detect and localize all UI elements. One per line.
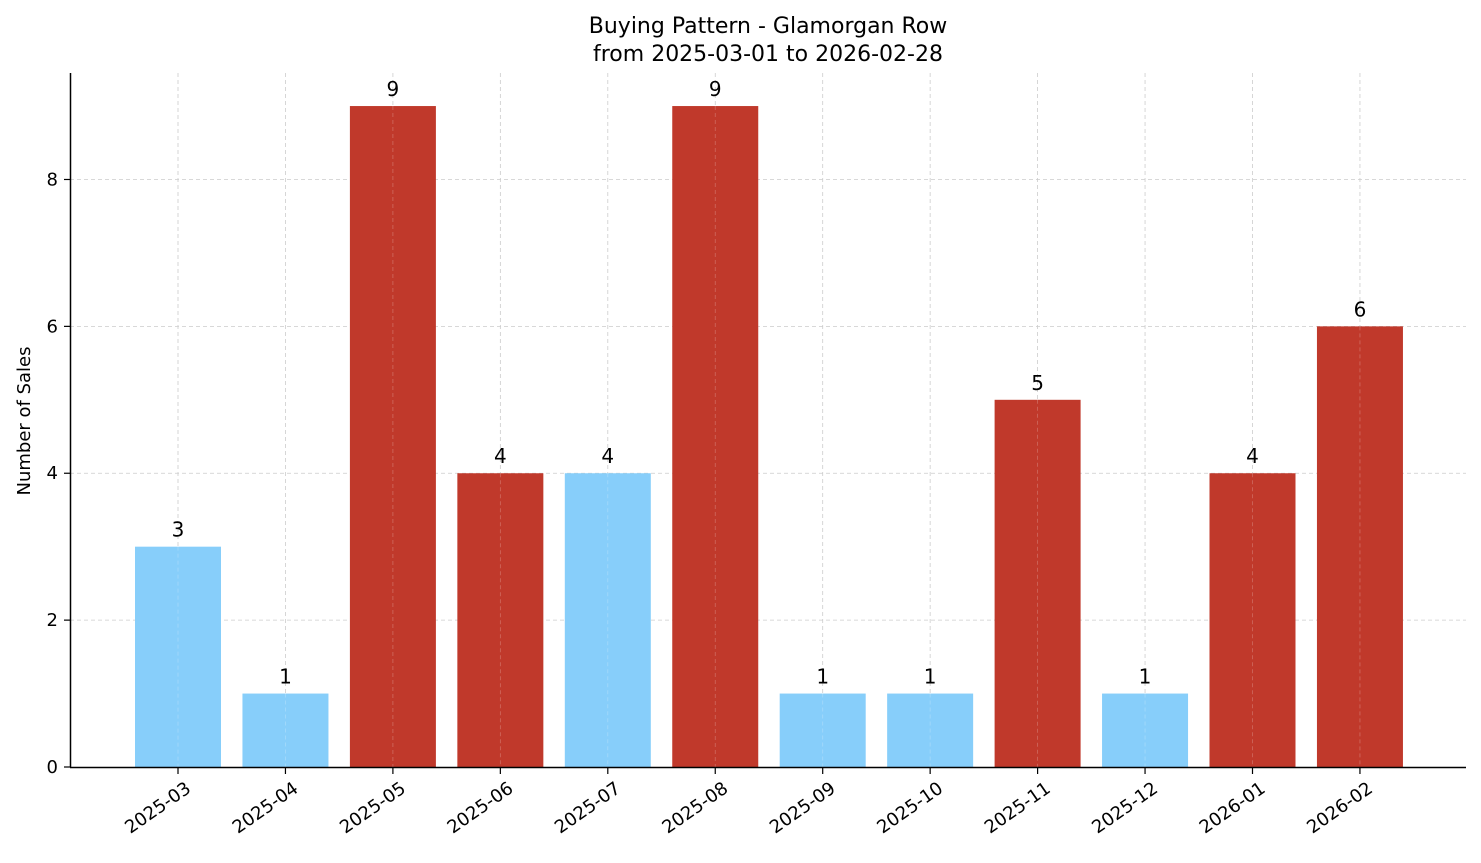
x-axis-ticks: 2025-03 2025-04 2025-05 2025-06 2025-07 2025-… (121, 767, 1377, 838)
bar-2025-06 (457, 473, 544, 767)
bar-2026-01 (1209, 473, 1296, 767)
bar-2025-07 (564, 473, 651, 767)
bar-value-labels: 3 1 9 4 4 9 1 1 5 1 4 6 (172, 77, 1367, 767)
x-tick-label: 2026-02 (1303, 778, 1377, 838)
bar-2025-11 (994, 399, 1081, 767)
x-tick-label: 2025-07 (551, 778, 625, 838)
bar-2025-04 (242, 693, 329, 767)
x-tick-label: 2025-03 (121, 778, 195, 838)
y-tick-label: 8 (47, 169, 58, 190)
bar-value-label: 4 (601, 444, 614, 468)
x-tick-label: 2025-04 (229, 778, 303, 838)
x-tick-label: 2025-08 (658, 778, 732, 838)
chart-subtitle: from 2025-03-01 to 2026-02-28 (593, 42, 943, 67)
x-tick-label: 2025-09 (766, 778, 840, 838)
x-tick-label: 2025-11 (981, 778, 1055, 838)
bar-2025-12 (1102, 693, 1189, 767)
bar-value-label: 9 (387, 77, 400, 101)
y-tick-label: 6 (47, 316, 58, 337)
bars (135, 106, 1403, 768)
bar-value-label: 3 (172, 518, 185, 542)
bar-value-label: 1 (1139, 665, 1152, 689)
bar-value-label: 1 (924, 665, 937, 689)
bar-2025-09 (779, 693, 866, 767)
bar-2025-08 (672, 106, 759, 768)
bar-value-label: 5 (1031, 371, 1044, 395)
x-tick-label: 2025-06 (444, 778, 518, 838)
bar-2025-03 (135, 546, 221, 767)
chart-title: Buying Pattern - Glamorgan Row (589, 14, 947, 39)
x-tick-label: 2026-01 (1196, 778, 1270, 838)
y-tick-label: 4 (47, 463, 58, 484)
bar-value-label: 4 (494, 444, 507, 468)
bar-2025-05 (349, 106, 436, 768)
bar-value-label: 1 (816, 665, 829, 689)
bar-2025-10 (887, 693, 974, 767)
y-axis-label: Number of Sales (14, 346, 35, 495)
y-axis-ticks: 0 2 4 6 8 (47, 169, 70, 778)
bar-value-label: 1 (279, 665, 292, 689)
bar-value-label: 9 (709, 77, 722, 101)
x-tick-label: 2025-05 (336, 778, 410, 838)
bar-value-label: 6 (1354, 297, 1367, 321)
y-tick-label: 0 (47, 757, 58, 778)
bar-value-label: 4 (1246, 444, 1259, 468)
bar-2026-02 (1316, 326, 1403, 767)
y-tick-label: 2 (47, 610, 58, 631)
x-tick-label: 2025-12 (1088, 778, 1162, 838)
x-tick-label: 2025-10 (873, 778, 947, 838)
